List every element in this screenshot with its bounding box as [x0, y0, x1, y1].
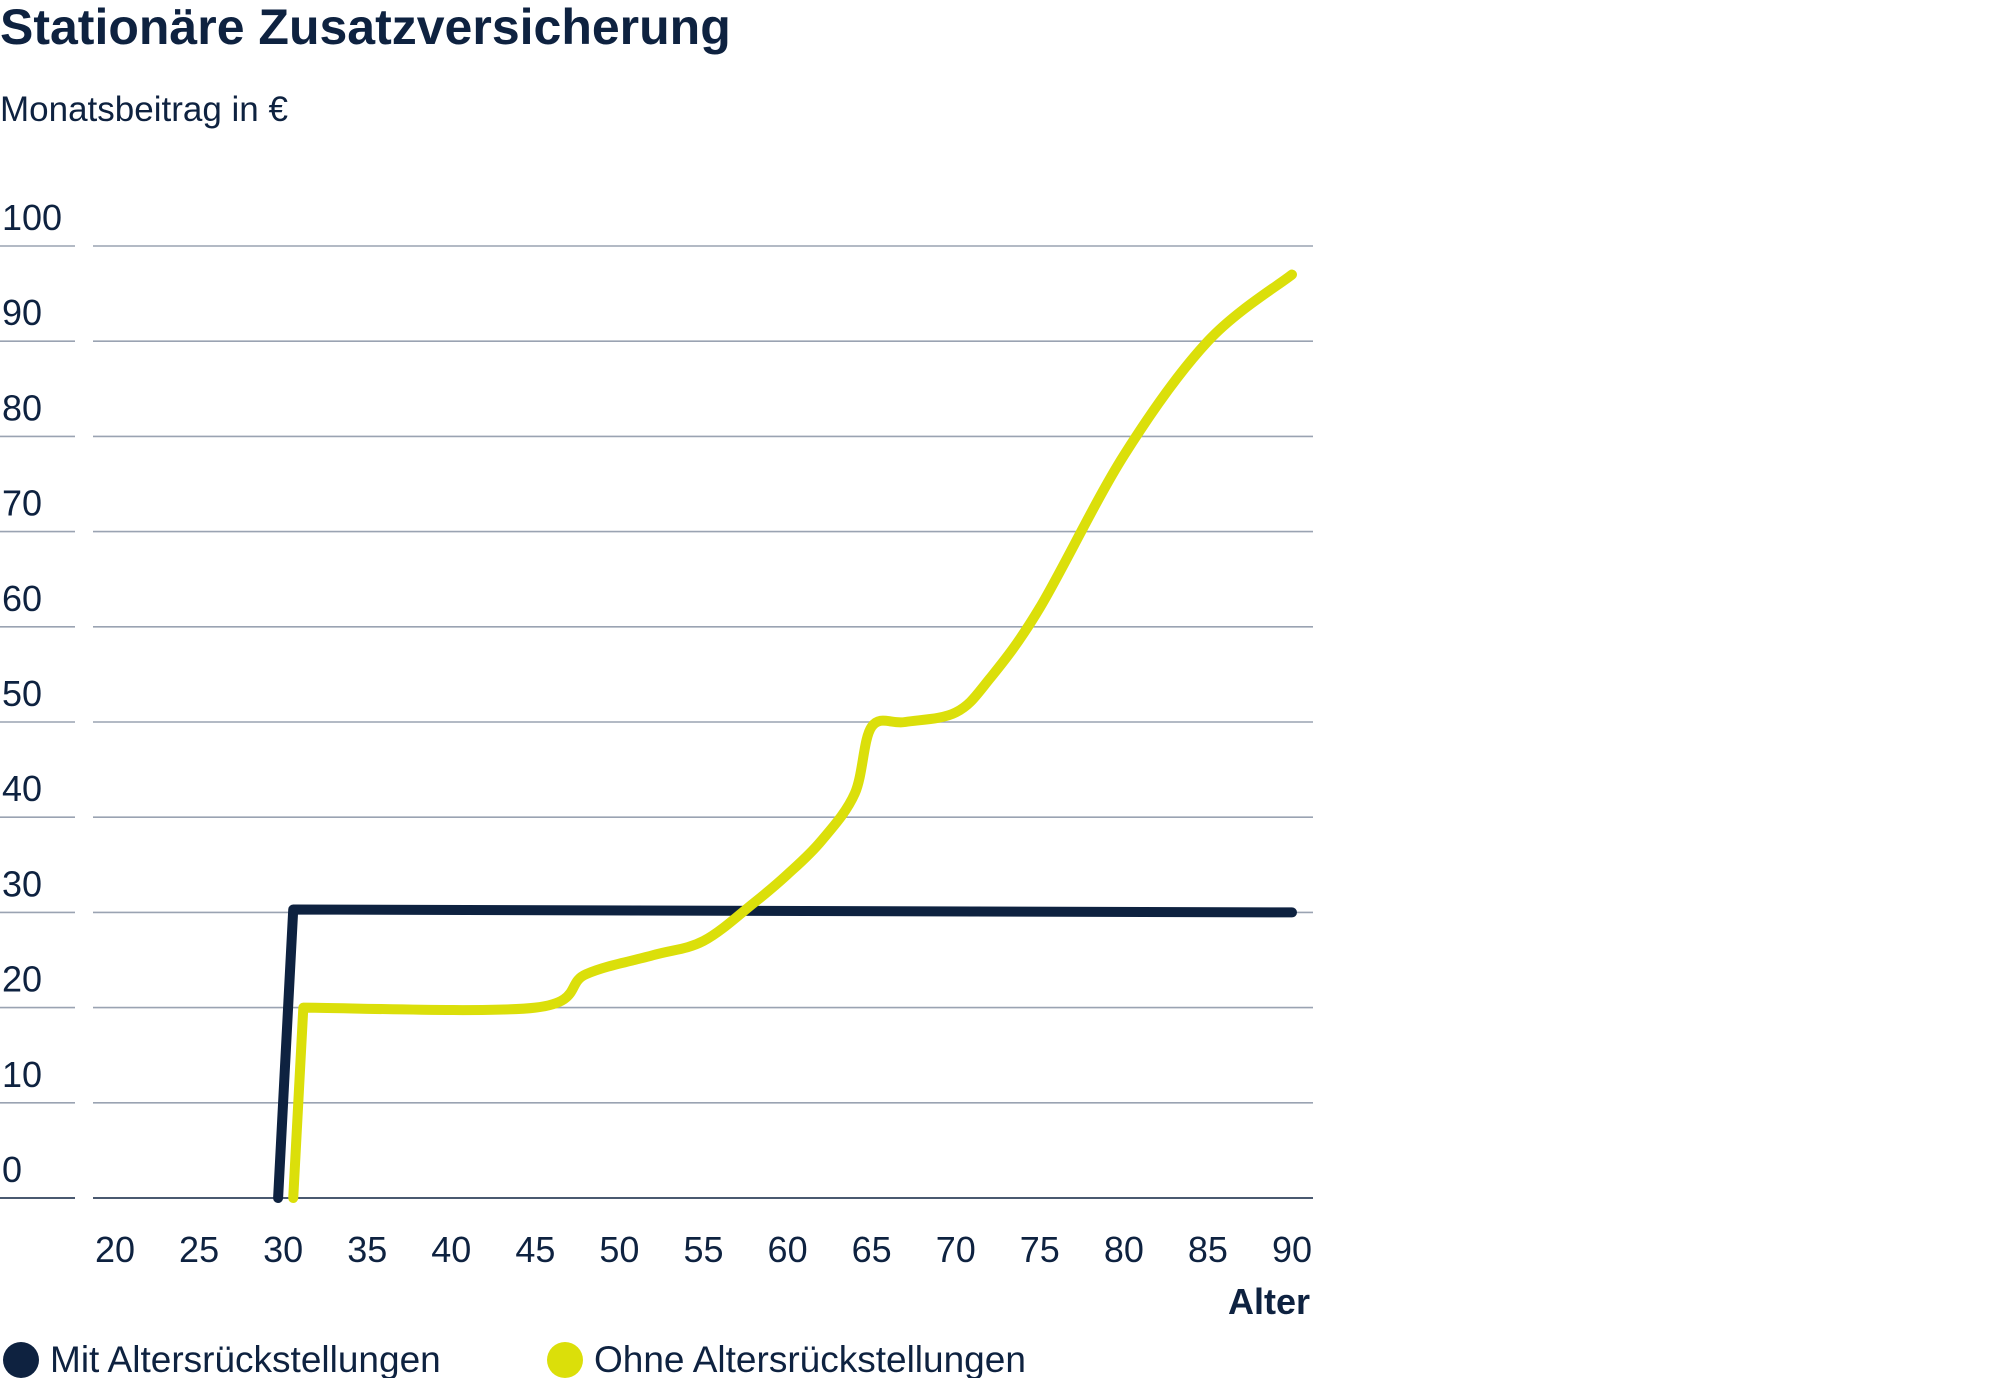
y-tick-label: 40: [2, 768, 42, 809]
legend: Mit Altersrückstellungen Ohne Altersrücks…: [3, 1339, 1026, 1378]
legend-label: Mit Altersrückstellungen: [50, 1339, 441, 1378]
series-layer: [273, 269, 1297, 1203]
x-tick-label: 60: [768, 1229, 808, 1270]
x-tick-label: 20: [95, 1229, 135, 1270]
legend-marker-ohne-altersrueckstellungen: [547, 1342, 583, 1378]
x-tick-label: 75: [1020, 1229, 1060, 1270]
x-tick-label: 50: [599, 1229, 639, 1270]
x-tick-label: 85: [1188, 1229, 1228, 1270]
y-tick-label: 60: [2, 578, 42, 619]
x-tick-label: 90: [1272, 1229, 1312, 1270]
y-tick-label: 90: [2, 292, 42, 333]
grid-layer: [0, 245, 1313, 1199]
y-tick-label: 70: [2, 483, 42, 524]
x-tick-label: 70: [936, 1229, 976, 1270]
legend-label: Ohne Altersrückstellungen: [594, 1339, 1026, 1378]
x-tick-label: 45: [515, 1229, 555, 1270]
y-tick-label: 50: [2, 673, 42, 714]
x-tick-label: 80: [1104, 1229, 1144, 1270]
y-tick-label: 80: [2, 387, 42, 428]
y-tick-label: 30: [2, 863, 42, 904]
series-line-mit-altersrueckstellungen: [273, 904, 1297, 1203]
chart-subtitle: Monatsbeitrag in €: [0, 90, 288, 129]
x-axis-tick-labels: 20 25 30 35 40 45 50 55 60 65 70 75 80 85 90: [95, 1229, 1312, 1270]
y-tick-label: 10: [2, 1054, 42, 1095]
y-tick-label: 100: [2, 197, 62, 238]
y-tick-label: 0: [2, 1149, 22, 1190]
legend-marker-mit-altersrueckstellungen: [3, 1342, 39, 1378]
x-axis-title: Alter: [1228, 1281, 1310, 1322]
x-tick-label: 65: [852, 1229, 892, 1270]
x-tick-label: 40: [431, 1229, 471, 1270]
x-tick-label: 55: [683, 1229, 723, 1270]
y-tick-label: 20: [2, 959, 42, 1000]
chart-title: Stationäre Zusatzversicherung: [0, 0, 731, 55]
x-tick-label: 35: [347, 1229, 387, 1270]
series-line-ohne-altersrueckstellungen: [288, 269, 1297, 1203]
x-tick-label: 30: [263, 1229, 303, 1270]
x-tick-label: 25: [179, 1229, 219, 1270]
